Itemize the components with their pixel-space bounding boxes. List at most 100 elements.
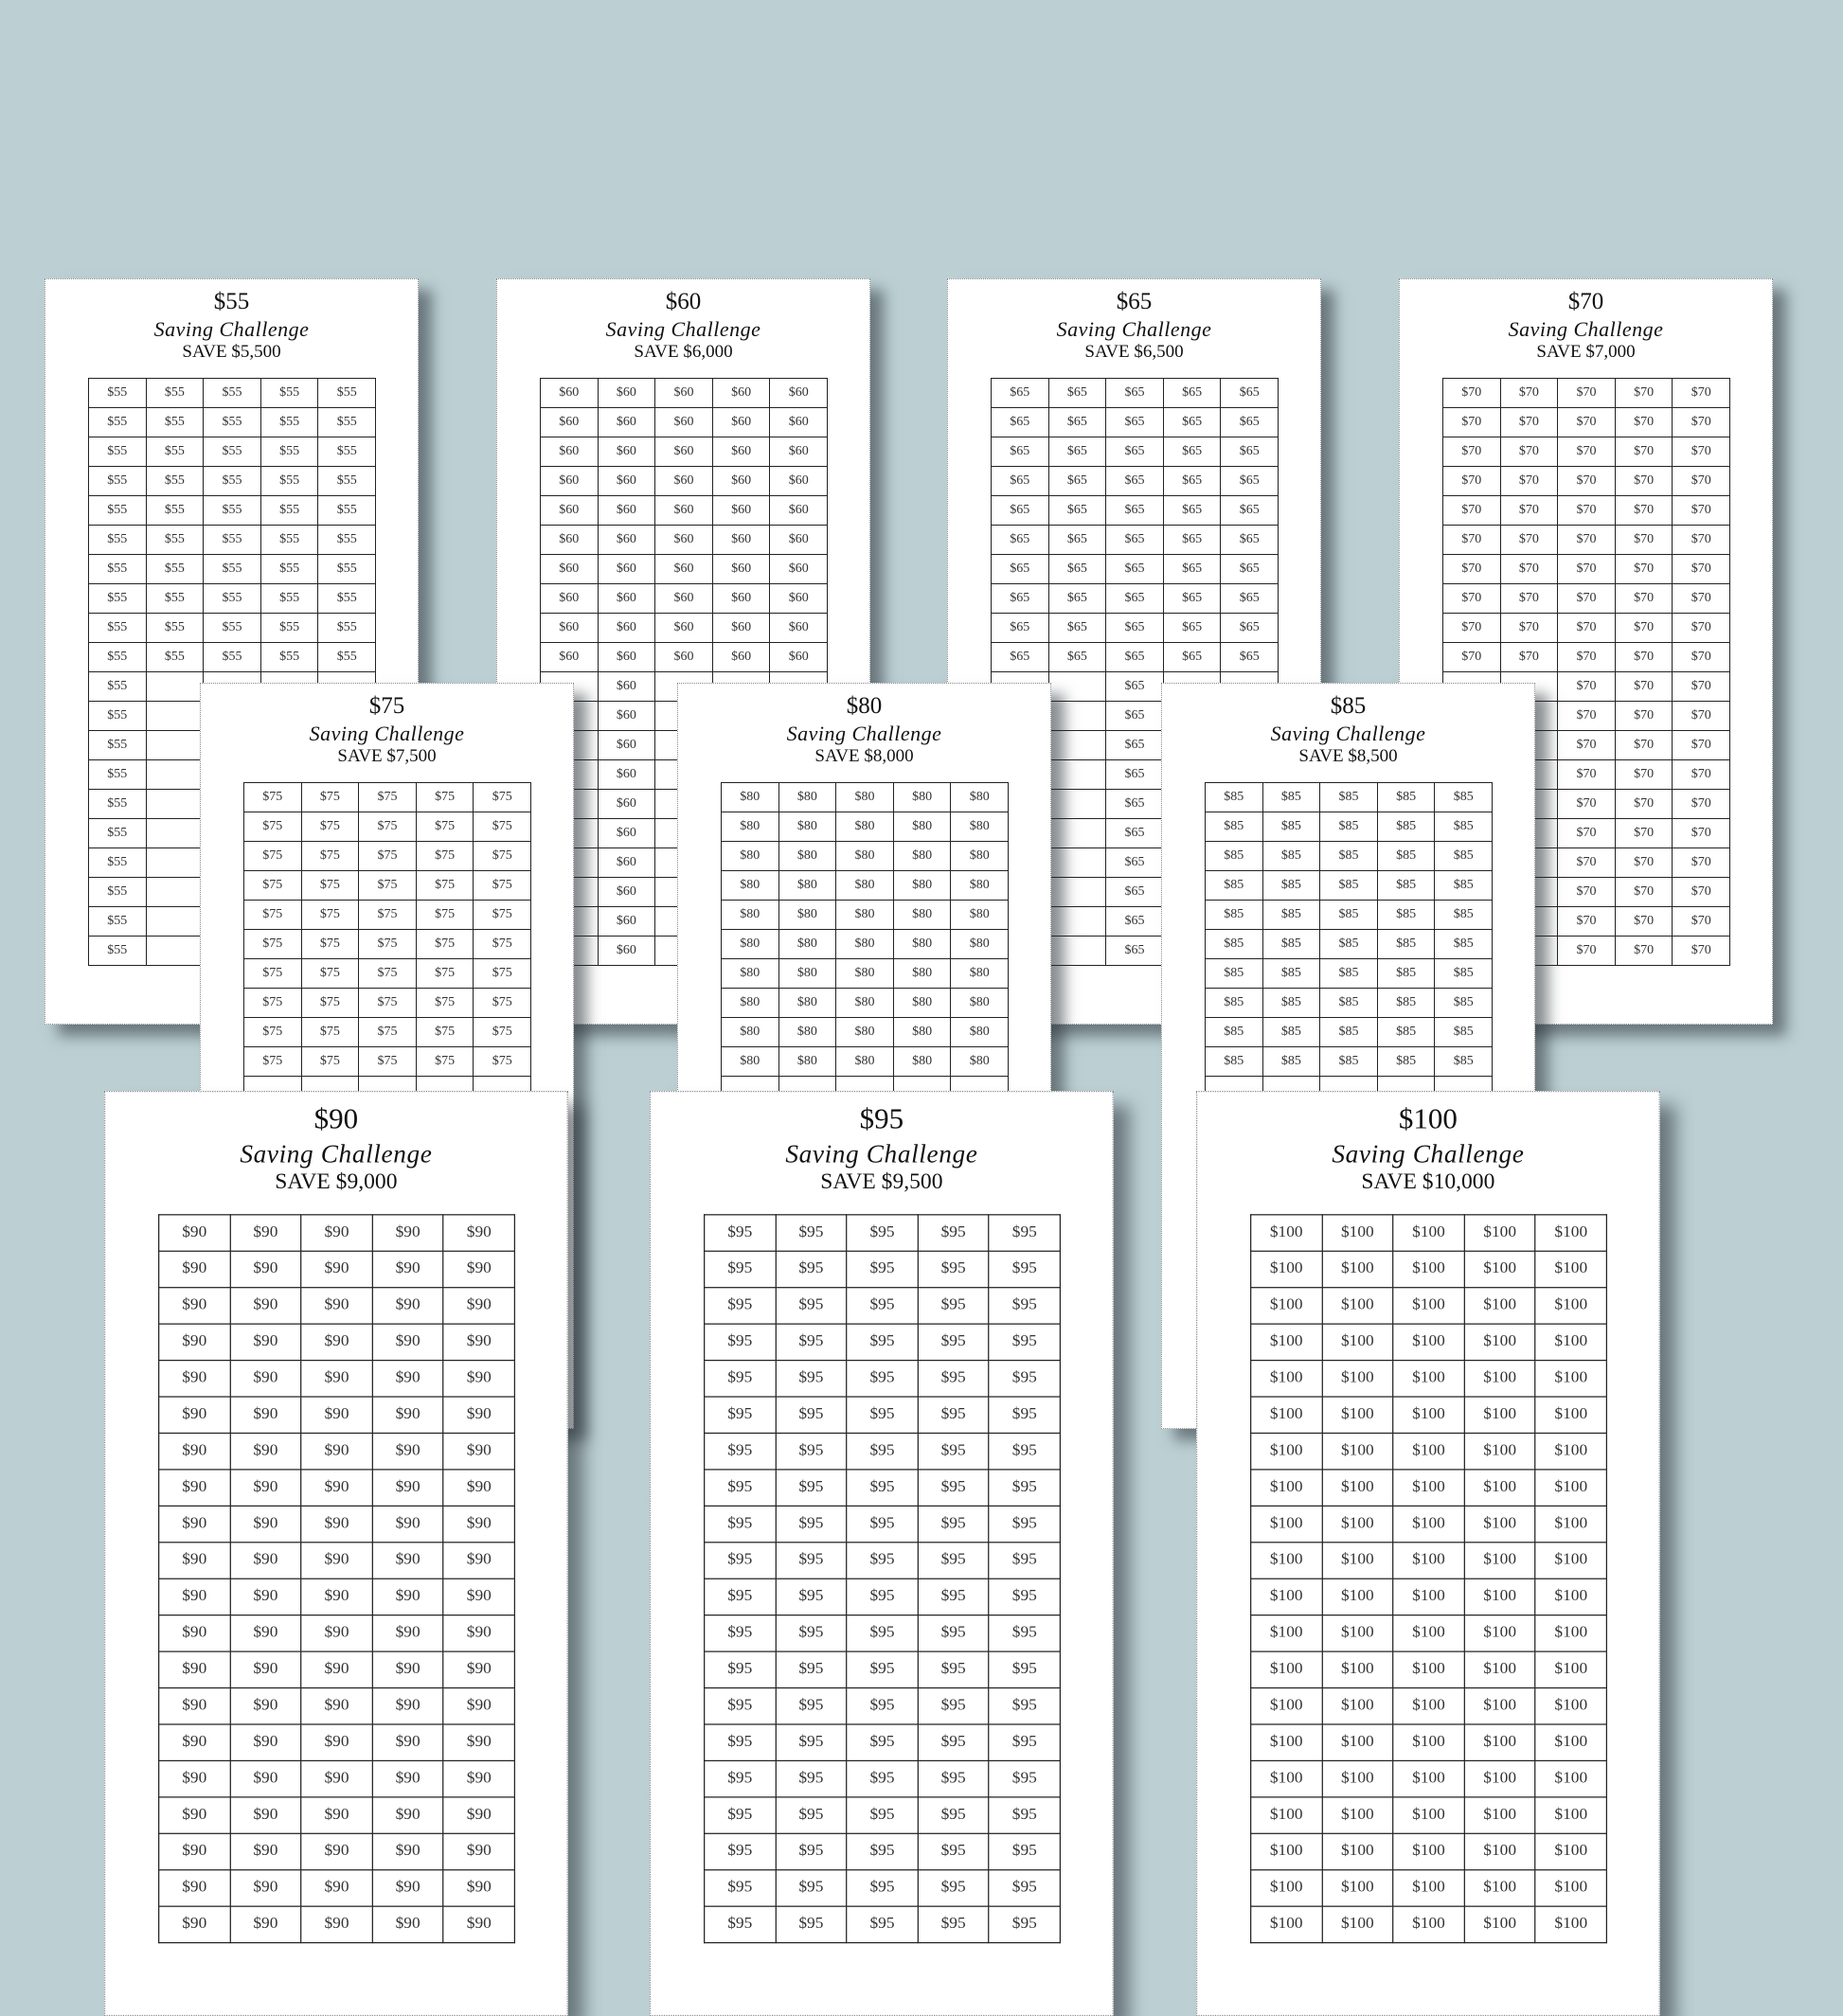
grid-cell[interactable]: $80 xyxy=(721,1046,779,1077)
grid-cell[interactable]: $60 xyxy=(540,466,599,496)
grid-cell[interactable]: $100 xyxy=(1250,1287,1323,1325)
grid-cell[interactable]: $100 xyxy=(1392,1323,1465,1362)
grid-cell[interactable]: $95 xyxy=(846,1250,919,1289)
grid-cell[interactable]: $90 xyxy=(229,1505,302,1543)
grid-cell[interactable]: $80 xyxy=(778,929,837,959)
grid-cell[interactable]: $70 xyxy=(1614,701,1673,731)
grid-cell[interactable]: $85 xyxy=(1434,1046,1493,1077)
grid-cell[interactable]: $65 xyxy=(1105,642,1164,672)
grid-cell[interactable]: $90 xyxy=(300,1759,373,1798)
grid-cell[interactable]: $95 xyxy=(846,1287,919,1325)
grid-cell[interactable]: $85 xyxy=(1261,1046,1321,1077)
grid-cell[interactable]: $90 xyxy=(229,1796,302,1834)
grid-cell[interactable]: $70 xyxy=(1557,906,1616,937)
grid-cell[interactable]: $65 xyxy=(991,495,1049,526)
grid-cell[interactable]: $95 xyxy=(988,1686,1061,1725)
grid-cell[interactable]: $70 xyxy=(1672,554,1730,584)
grid-cell[interactable]: $90 xyxy=(442,1723,515,1762)
grid-cell[interactable]: $65 xyxy=(991,437,1049,467)
grid-cell[interactable]: $95 xyxy=(917,1287,990,1325)
grid-cell[interactable]: $100 xyxy=(1463,1759,1536,1798)
grid-cell[interactable]: $100 xyxy=(1250,1615,1323,1652)
grid-cell[interactable]: $70 xyxy=(1614,818,1673,848)
grid-cell[interactable]: $70 xyxy=(1672,759,1730,790)
grid-cell[interactable]: $80 xyxy=(835,841,894,871)
grid-cell[interactable]: $65 xyxy=(1105,936,1164,966)
grid-cell[interactable]: $80 xyxy=(778,1017,837,1047)
grid-cell[interactable]: $100 xyxy=(1250,1432,1323,1471)
grid-cell[interactable]: $60 xyxy=(540,525,599,555)
grid-cell[interactable]: $80 xyxy=(835,782,894,812)
grid-cell[interactable]: $70 xyxy=(1557,495,1616,526)
grid-cell[interactable]: $55 xyxy=(317,642,376,672)
grid-cell[interactable]: $65 xyxy=(1047,642,1107,672)
grid-cell[interactable]: $65 xyxy=(1105,701,1164,731)
grid-cell[interactable]: $60 xyxy=(597,818,656,848)
grid-cell[interactable]: $55 xyxy=(88,583,147,614)
grid-cell[interactable] xyxy=(1047,877,1107,907)
grid-cell[interactable]: $85 xyxy=(1434,929,1493,959)
grid-cell[interactable]: $60 xyxy=(711,495,771,526)
grid-cell[interactable]: $100 xyxy=(1250,1905,1323,1944)
grid-cell[interactable]: $100 xyxy=(1534,1432,1607,1471)
grid-cell[interactable]: $95 xyxy=(917,1214,990,1252)
grid-cell[interactable]: $55 xyxy=(145,407,205,437)
grid-cell[interactable]: $100 xyxy=(1392,1505,1465,1543)
grid-cell[interactable]: $90 xyxy=(371,1214,444,1252)
grid-cell[interactable]: $65 xyxy=(1162,407,1222,437)
grid-cell[interactable]: $80 xyxy=(721,782,779,812)
grid-cell[interactable]: $95 xyxy=(704,1469,777,1507)
grid-cell[interactable]: $80 xyxy=(835,988,894,1018)
grid-cell[interactable]: $75 xyxy=(415,900,474,930)
grid-cell[interactable]: $80 xyxy=(835,958,894,989)
grid-cell[interactable]: $100 xyxy=(1321,1686,1394,1725)
grid-cell[interactable]: $100 xyxy=(1321,1759,1394,1798)
grid-cell[interactable]: $100 xyxy=(1250,1542,1323,1579)
grid-cell[interactable]: $55 xyxy=(88,730,147,760)
grid-cell[interactable]: $85 xyxy=(1261,988,1321,1018)
grid-cell[interactable]: $90 xyxy=(300,1214,373,1252)
grid-cell[interactable]: $60 xyxy=(654,642,713,672)
grid-cell[interactable]: $95 xyxy=(988,1650,1061,1689)
grid-cell[interactable]: $90 xyxy=(158,1287,231,1325)
grid-cell[interactable]: $100 xyxy=(1321,1615,1394,1652)
grid-cell[interactable]: $95 xyxy=(988,1905,1061,1944)
grid-cell[interactable]: $95 xyxy=(917,1615,990,1652)
grid-cell[interactable]: $65 xyxy=(1162,642,1222,672)
grid-cell[interactable]: $95 xyxy=(775,1723,848,1762)
grid-cell[interactable]: $95 xyxy=(917,1323,990,1362)
grid-cell[interactable]: $100 xyxy=(1463,1542,1536,1579)
grid-cell[interactable]: $90 xyxy=(158,1432,231,1471)
grid-cell[interactable]: $80 xyxy=(835,870,894,901)
grid-cell[interactable]: $70 xyxy=(1672,583,1730,614)
grid-cell[interactable]: $90 xyxy=(300,1469,373,1507)
grid-cell[interactable]: $90 xyxy=(158,1250,231,1289)
grid-cell[interactable]: $60 xyxy=(597,642,656,672)
grid-cell[interactable] xyxy=(1047,936,1107,966)
grid-cell[interactable]: $80 xyxy=(950,782,1009,812)
grid-cell[interactable]: $60 xyxy=(597,437,656,467)
grid-cell[interactable]: $60 xyxy=(597,495,656,526)
grid-cell[interactable]: $90 xyxy=(158,1869,231,1907)
grid-cell[interactable]: $80 xyxy=(778,1046,837,1077)
grid-cell[interactable]: $80 xyxy=(892,988,952,1018)
grid-cell[interactable]: $100 xyxy=(1250,1686,1323,1725)
grid-cell[interactable]: $55 xyxy=(88,407,147,437)
grid-cell[interactable]: $55 xyxy=(88,613,147,643)
grid-cell[interactable]: $70 xyxy=(1442,525,1501,555)
grid-cell[interactable]: $95 xyxy=(988,1723,1061,1762)
grid-cell[interactable]: $85 xyxy=(1319,812,1378,842)
grid-cell[interactable]: $80 xyxy=(721,1017,779,1047)
grid-cell[interactable]: $60 xyxy=(597,789,656,819)
grid-cell[interactable]: $80 xyxy=(892,841,952,871)
grid-cell[interactable]: $70 xyxy=(1499,407,1559,437)
grid-cell[interactable]: $70 xyxy=(1499,466,1559,496)
grid-cell[interactable]: $95 xyxy=(988,1578,1061,1616)
grid-cell[interactable]: $70 xyxy=(1557,701,1616,731)
grid-cell[interactable]: $90 xyxy=(158,1578,231,1616)
grid-cell[interactable]: $85 xyxy=(1205,900,1263,930)
grid-cell[interactable]: $95 xyxy=(846,1869,919,1907)
grid-cell[interactable]: $90 xyxy=(371,1287,444,1325)
grid-cell[interactable]: $100 xyxy=(1392,1396,1465,1435)
grid-cell[interactable]: $90 xyxy=(158,1323,231,1362)
